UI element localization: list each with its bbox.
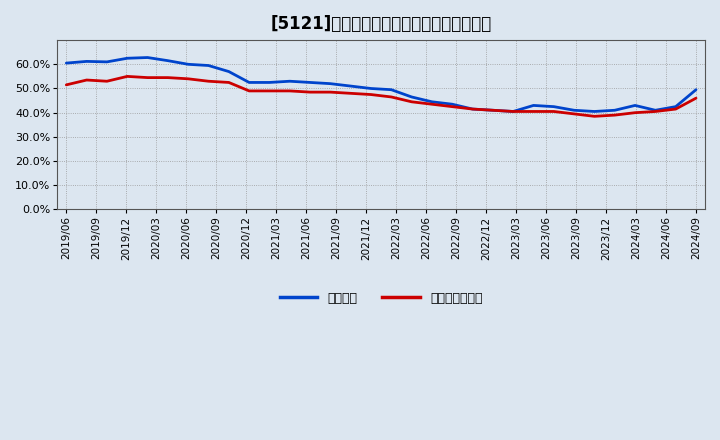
固定比率: [692, 87, 701, 92]
固定長期適合率: [692, 95, 701, 101]
固定長期適合率: [326, 89, 335, 95]
固定長期適合率: [387, 94, 395, 99]
固定長期適合率: [306, 89, 315, 95]
固定比率: [306, 80, 315, 85]
固定比率: [143, 55, 152, 60]
固定比率: [408, 94, 416, 99]
固定長期適合率: [509, 109, 518, 114]
固定比率: [82, 59, 91, 64]
固定比率: [631, 103, 639, 108]
固定比率: [549, 104, 558, 109]
固定比率: [468, 106, 477, 112]
固定長期適合率: [245, 88, 253, 94]
固定長期適合率: [408, 99, 416, 104]
固定比率: [489, 108, 498, 113]
固定比率: [184, 62, 192, 67]
固定比率: [265, 80, 274, 85]
固定比率: [245, 80, 253, 85]
固定長期適合率: [590, 114, 599, 119]
固定長期適合率: [265, 88, 274, 94]
固定比率: [285, 79, 294, 84]
Line: 固定長期適合率: 固定長期適合率: [66, 77, 696, 116]
固定比率: [570, 108, 578, 113]
固定比率: [509, 109, 518, 114]
固定長期適合率: [123, 74, 132, 79]
固定長期適合率: [184, 76, 192, 81]
固定比率: [387, 87, 395, 92]
固定長期適合率: [651, 109, 660, 114]
固定比率: [651, 108, 660, 113]
固定長期適合率: [143, 75, 152, 80]
固定長期適合率: [62, 82, 71, 88]
固定比率: [529, 103, 538, 108]
固定長期適合率: [631, 110, 639, 115]
固定比率: [448, 102, 456, 107]
固定長期適合率: [103, 79, 112, 84]
固定比率: [225, 69, 233, 74]
固定長期適合率: [529, 109, 538, 114]
固定比率: [671, 104, 680, 109]
固定比率: [346, 84, 355, 89]
固定比率: [428, 99, 436, 104]
固定比率: [611, 108, 619, 113]
固定比率: [163, 58, 172, 63]
固定長期適合率: [428, 102, 436, 107]
固定長期適合率: [346, 91, 355, 96]
固定長期適合率: [570, 111, 578, 117]
固定長期適合率: [671, 106, 680, 112]
固定比率: [326, 81, 335, 86]
固定長期適合率: [204, 79, 213, 84]
固定長期適合率: [82, 77, 91, 83]
Line: 固定比率: 固定比率: [66, 58, 696, 111]
Legend: 固定比率, 固定長期適合率: 固定比率, 固定長期適合率: [275, 287, 487, 310]
固定比率: [204, 63, 213, 68]
固定長期適合率: [225, 80, 233, 85]
固定比率: [103, 59, 112, 65]
固定長期適合率: [285, 88, 294, 94]
固定長期適合率: [489, 108, 498, 113]
固定長期適合率: [448, 104, 456, 109]
固定長期適合率: [611, 113, 619, 118]
固定長期適合率: [366, 92, 375, 97]
固定比率: [366, 86, 375, 91]
Title: [5121]　固定比率、固定長期適合率の推移: [5121] 固定比率、固定長期適合率の推移: [271, 15, 492, 33]
固定長期適合率: [468, 106, 477, 112]
固定比率: [590, 109, 599, 114]
固定比率: [123, 55, 132, 61]
固定長期適合率: [163, 75, 172, 80]
固定比率: [62, 60, 71, 66]
固定長期適合率: [549, 109, 558, 114]
